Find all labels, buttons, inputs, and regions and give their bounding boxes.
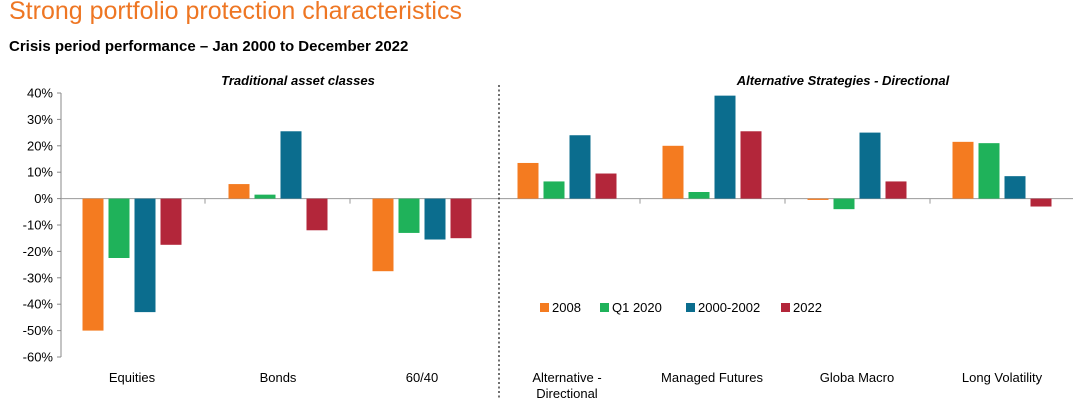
bar-2008 <box>82 198 104 331</box>
bar-q1-2020 <box>254 194 276 199</box>
y-tick-label: 20% <box>27 138 53 153</box>
bar-2000-2002 <box>859 132 881 199</box>
chart-subtitle: Crisis period performance – Jan 2000 to … <box>9 38 409 55</box>
y-tick-label: 30% <box>27 112 53 127</box>
bar-2000-2002 <box>1004 176 1026 199</box>
y-tick-label: -60% <box>23 350 54 365</box>
bar-2008 <box>662 145 684 199</box>
legend-swatch <box>600 303 609 312</box>
bar-2008 <box>372 198 394 272</box>
bar-2008 <box>517 162 539 199</box>
x-category-label: 60/40 <box>406 370 439 385</box>
bar-q1-2020 <box>543 181 565 199</box>
bar-2022 <box>885 181 907 199</box>
bar-2000-2002 <box>714 95 736 199</box>
y-tick-label: 40% <box>27 86 53 101</box>
legend-label: 2008 <box>552 300 581 315</box>
x-category-label: Bonds <box>260 370 297 385</box>
bar-2022 <box>740 131 762 199</box>
bar-2022 <box>306 198 328 231</box>
bar-2008 <box>807 198 829 200</box>
y-tick-label: -20% <box>23 244 54 259</box>
bar-2000-2002 <box>134 198 156 313</box>
legend-label: 2000-2002 <box>698 300 760 315</box>
bar-2022 <box>160 198 182 245</box>
legend-swatch <box>781 303 790 312</box>
x-category-label: Equities <box>109 370 156 385</box>
legend-label: 2022 <box>793 300 822 315</box>
bar-q1-2020 <box>688 192 710 199</box>
y-tick-label: -10% <box>23 218 54 233</box>
bar-q1-2020 <box>398 198 420 233</box>
bar-2000-2002 <box>280 131 302 199</box>
bar-2000-2002 <box>569 135 591 199</box>
x-category-label: Globa Macro <box>820 370 894 385</box>
x-category-label: Alternative -Directional <box>532 370 601 401</box>
bar-2022 <box>450 198 472 239</box>
group-label-alternative: Alternative Strategies - Directional <box>736 73 950 88</box>
x-category-label: Managed Futures <box>661 370 763 385</box>
x-category-label: Long Volatility <box>962 370 1043 385</box>
bar-q1-2020 <box>833 198 855 210</box>
legend-label: Q1 2020 <box>612 300 662 315</box>
bar-q1-2020 <box>978 143 1000 199</box>
bar-q1-2020 <box>108 198 130 258</box>
chart-title: Strong portfolio protection characterist… <box>9 0 462 25</box>
bar-2022 <box>595 173 617 199</box>
bar-2022 <box>1030 198 1052 207</box>
bar-2008 <box>228 184 250 199</box>
y-tick-label: -40% <box>23 297 54 312</box>
legend-swatch <box>540 303 549 312</box>
group-label-traditional: Traditional asset classes <box>221 73 375 88</box>
y-tick-label: 10% <box>27 165 53 180</box>
y-tick-label: 0% <box>34 191 53 206</box>
y-tick-label: -50% <box>23 323 54 338</box>
legend-swatch <box>686 303 695 312</box>
y-tick-label: -30% <box>23 270 54 285</box>
bar-2008 <box>952 141 974 199</box>
bar-2000-2002 <box>424 198 446 240</box>
